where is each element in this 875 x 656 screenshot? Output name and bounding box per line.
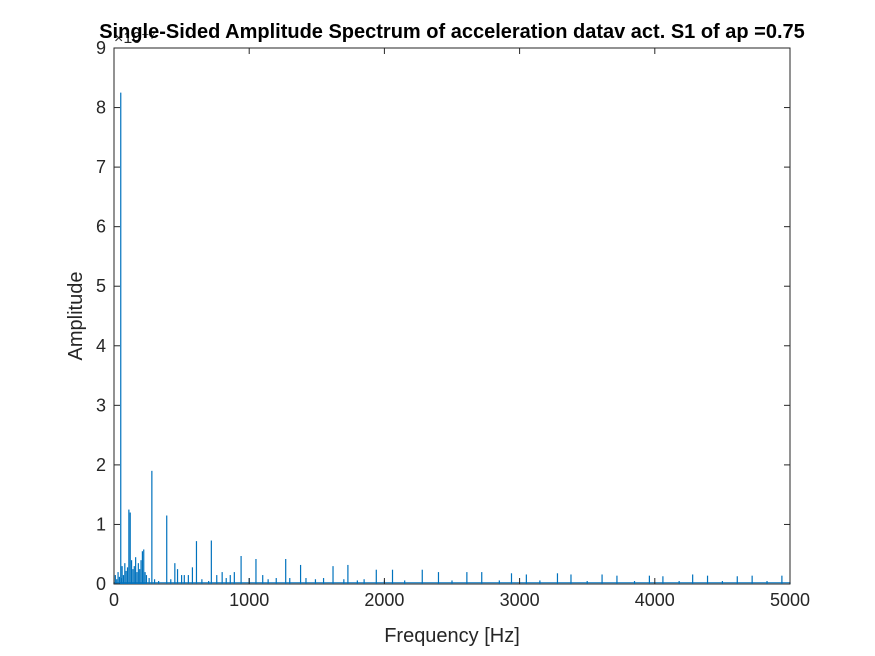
y-axis-exponent: ×10⁻⁷ [114, 30, 156, 47]
series-0 [113, 92, 791, 584]
y-tick-label: 9 [96, 38, 106, 58]
x-tick-label: 5000 [770, 590, 810, 610]
y-axis-label: Amplitude [65, 272, 87, 361]
plot-area [113, 47, 791, 585]
y-tick-label: 4 [96, 336, 106, 356]
y-tick-label: 8 [96, 98, 106, 118]
x-tick-label: 3000 [500, 590, 540, 610]
chart-title: Single-Sided Amplitude Spectrum of accel… [99, 21, 805, 43]
x-axis-ticks: 0 1000 2000 3000 4000 5000 [109, 48, 810, 610]
x-tick-label: 2000 [364, 590, 404, 610]
y-tick-label: 6 [96, 217, 106, 237]
y-tick-label: 0 [96, 574, 106, 594]
y-tick-label: 7 [96, 157, 106, 177]
y-tick-label: 2 [96, 455, 106, 475]
y-tick-label: 3 [96, 395, 106, 415]
x-tick-label: 0 [109, 590, 119, 610]
x-tick-label: 4000 [635, 590, 675, 610]
y-tick-label: 1 [96, 514, 106, 534]
y-axis-ticks: 0 1 2 3 4 5 6 7 8 9 [96, 38, 790, 594]
series-layer [113, 92, 791, 584]
x-tick-label: 1000 [229, 590, 269, 610]
axes-box [113, 47, 791, 585]
x-axis-label: Frequency [Hz] [384, 625, 520, 647]
y-tick-label: 5 [96, 276, 106, 296]
